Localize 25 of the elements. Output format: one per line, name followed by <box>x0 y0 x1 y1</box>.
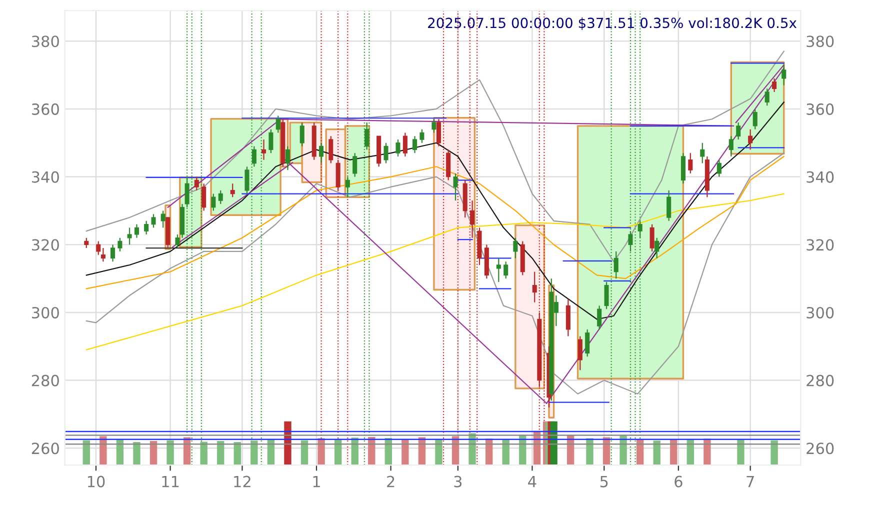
y-tick-label: 280 <box>32 374 59 386</box>
y2-tick-label: 360 <box>806 103 834 115</box>
x-tick-label: 11 <box>162 476 179 488</box>
y2-tick-label: 380 <box>806 36 834 48</box>
chart-title: 2025.07.15 00:00:00 $371.51 0.35% vol:180.2K 0.5x <box>428 17 797 30</box>
x-tick-label: 12 <box>234 476 250 488</box>
x-tick-label: 7 <box>746 476 754 488</box>
y2-tick-label: 320 <box>806 239 834 251</box>
y-tick-label: 340 <box>32 171 59 183</box>
x-tick-label: 3 <box>454 476 462 488</box>
x-tick-label: 1 <box>313 476 320 488</box>
y-tick-label: 380 <box>32 36 59 48</box>
y2-tick-label: 300 <box>806 306 834 318</box>
y2-tick-label: 280 <box>806 374 834 386</box>
x-tick-label: 10 <box>88 476 105 488</box>
x-tick-label: 5 <box>600 476 608 488</box>
y-tick-label: 260 <box>32 442 59 454</box>
y-tick-label: 300 <box>32 306 59 318</box>
y2-tick-label: 340 <box>806 171 834 183</box>
y2-tick-label: 260 <box>806 442 834 454</box>
x-tick-label: 6 <box>674 476 682 488</box>
x-tick-label: 4 <box>528 476 536 488</box>
y-tick-label: 360 <box>32 103 59 115</box>
x-tick-label: 2 <box>387 476 394 488</box>
y-tick-label: 320 <box>32 239 59 251</box>
